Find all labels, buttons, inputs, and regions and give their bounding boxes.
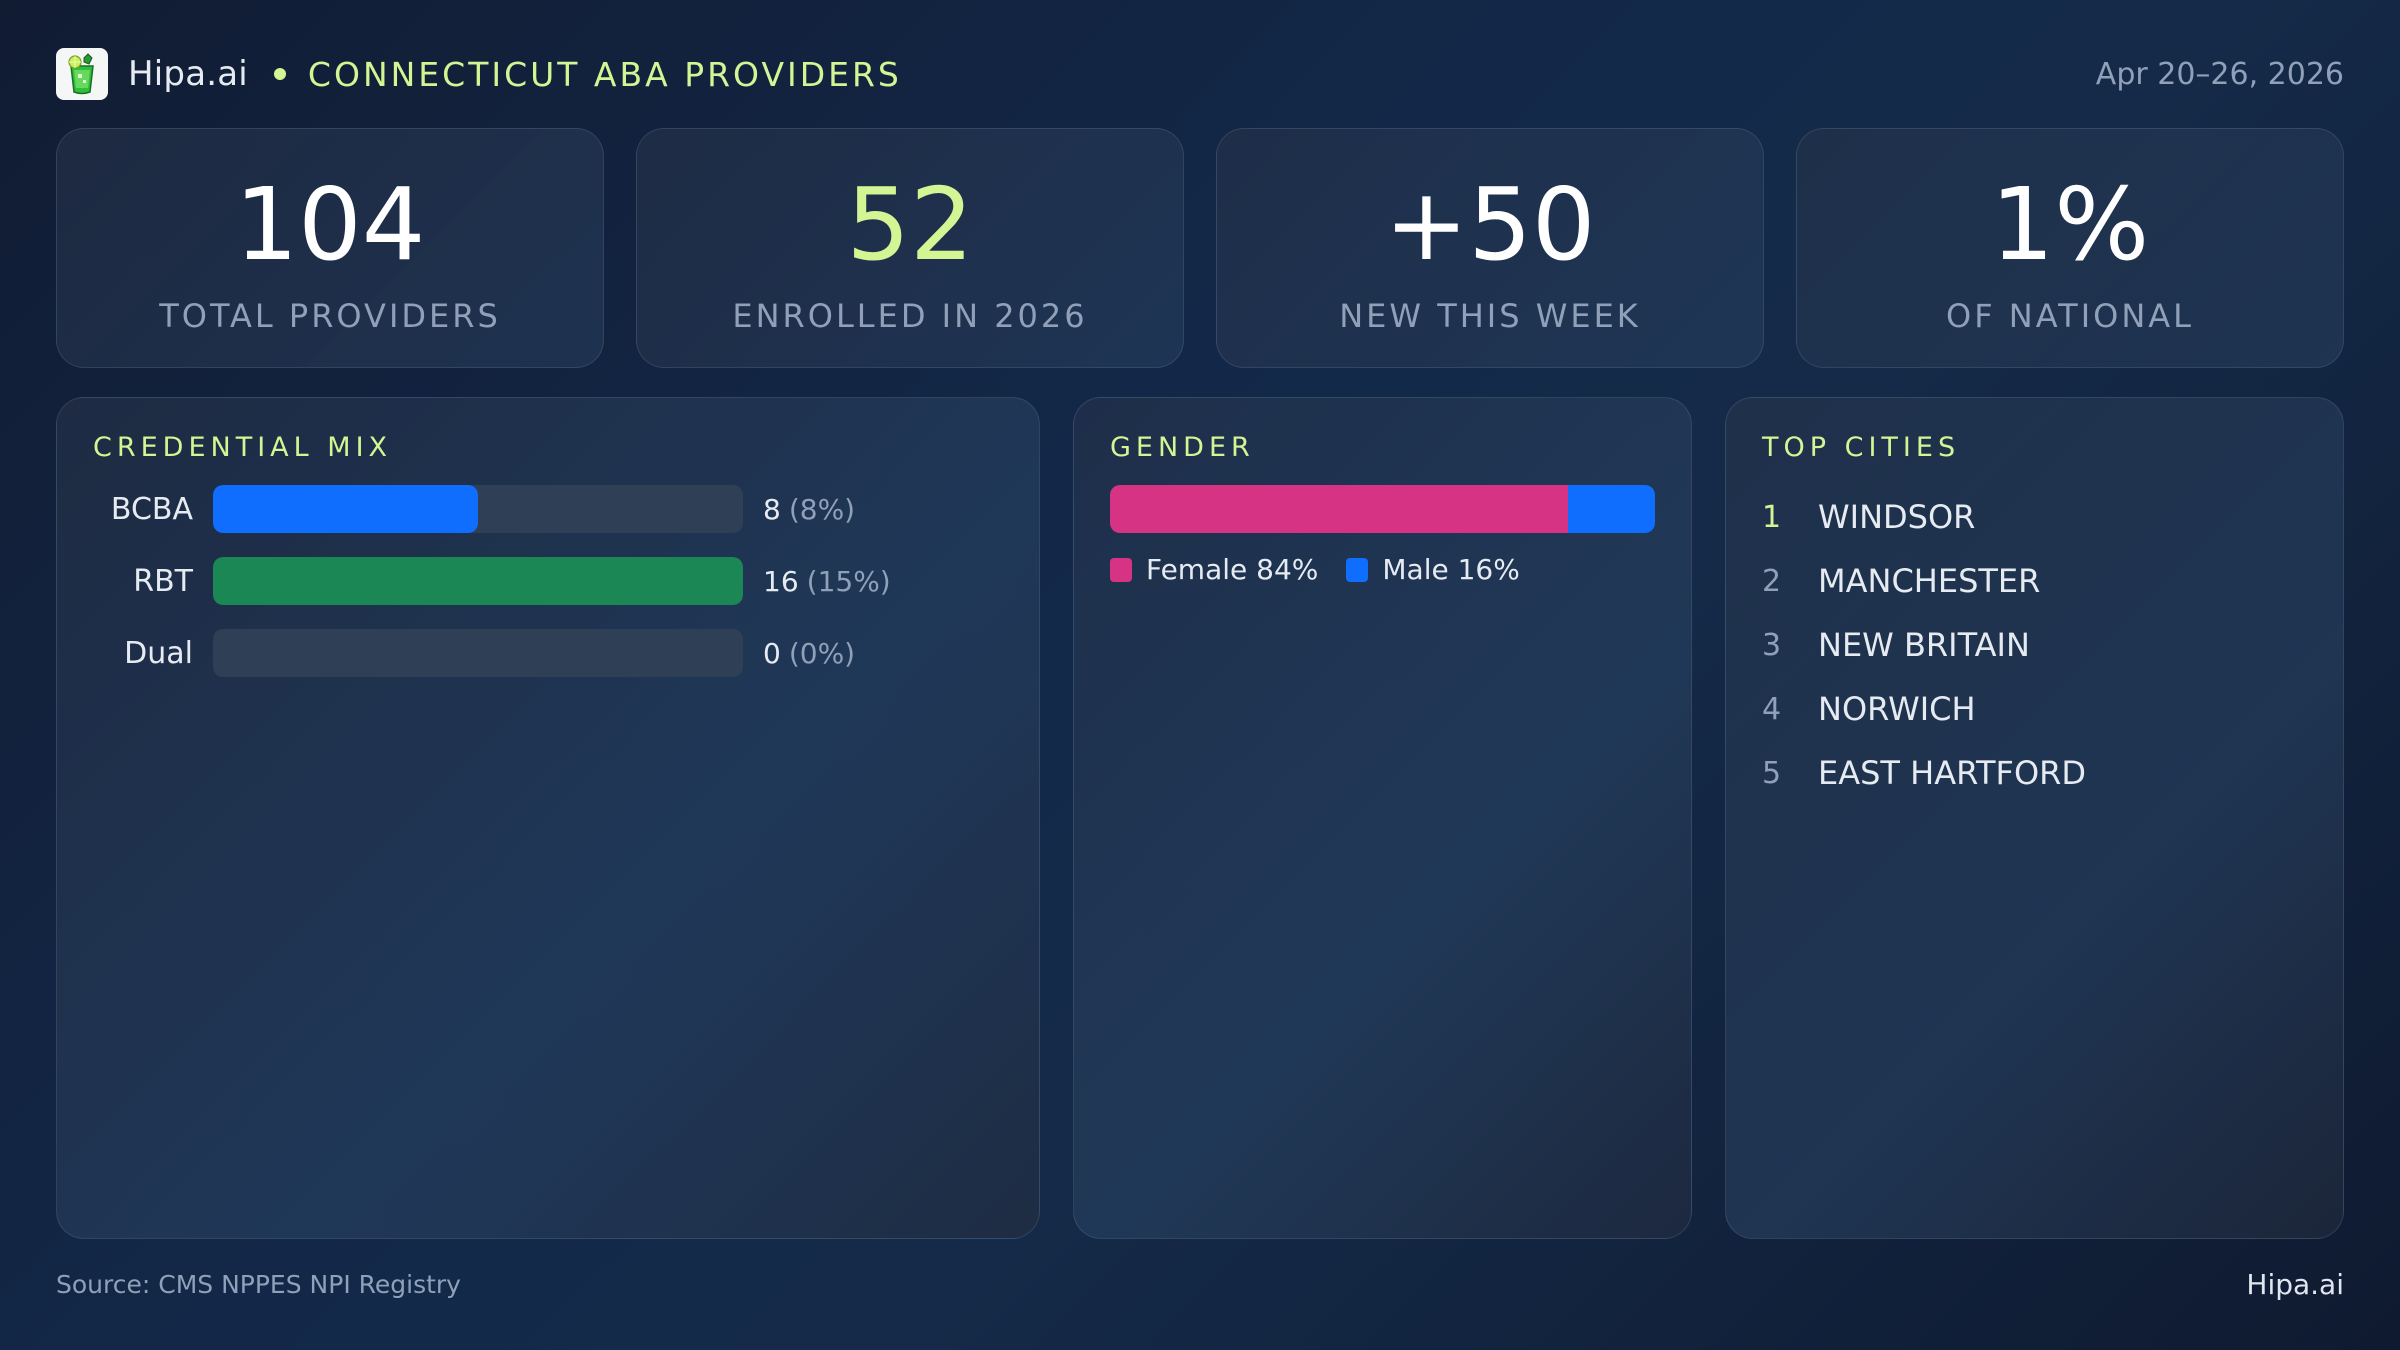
list-item: 2 MANCHESTER (1762, 549, 2307, 613)
legend-label: Female 84% (1146, 553, 1319, 586)
list-item: 4 NORWICH (1762, 677, 2307, 741)
legend-item-male: Male 16% (1346, 553, 1520, 586)
top-cities-panel: TOP CITIES 1 WINDSOR 2 MANCHESTER 3 NEW … (1725, 397, 2344, 1239)
panel-title: GENDER (1110, 432, 1255, 463)
credential-mix-panel: CREDENTIAL MIX BCBA 8 (8%) RBT 16 (15%) Du… (56, 397, 1040, 1239)
kpi-value: 104 (234, 166, 426, 283)
credential-count: 8 (8%) (763, 492, 856, 526)
kpi-card-total-providers: 104 TOTAL PROVIDERS (56, 128, 604, 368)
legend-swatch-icon (1346, 557, 1369, 582)
gender-segment-female (1110, 485, 1568, 533)
kpi-label: NEW THIS WEEK (1339, 297, 1641, 335)
bar-fill (213, 485, 478, 533)
credential-count: 16 (15%) (763, 564, 891, 598)
mojito-glass-icon (56, 48, 108, 100)
title-separator-dot (273, 68, 286, 80)
panel-title: CREDENTIAL MIX (93, 432, 393, 463)
gender-legend: Female 84% Male 16% (1110, 553, 1655, 586)
header: Hipa.ai CONNECTICUT ABA PROVIDERS Apr 20… (56, 47, 2344, 101)
city-name: MANCHESTER (1818, 562, 2041, 600)
source-note: Source: CMS NPPES NPI Registry (56, 1270, 461, 1299)
city-name: EAST HARTFORD (1818, 754, 2087, 792)
credential-row-rbt: RBT 16 (15%) (93, 557, 1003, 605)
kpi-label: ENROLLED IN 2026 (732, 297, 1088, 335)
credential-row-bcba: BCBA 8 (8%) (93, 485, 1003, 533)
city-rank: 1 (1762, 499, 1782, 535)
list-item: 1 WINDSOR (1762, 485, 2307, 549)
credential-label: Dual (124, 635, 193, 671)
kpi-label: OF NATIONAL (1946, 297, 2194, 335)
kpi-value: +50 (1384, 166, 1596, 283)
gender-panel: GENDER Female 84% Male 16% (1073, 397, 1692, 1239)
date-range: Apr 20–26, 2026 (2095, 56, 2344, 92)
list-item: 3 NEW BRITAIN (1762, 613, 2307, 677)
kpi-card-enrolled: 52 ENROLLED IN 2026 (636, 128, 1184, 368)
bar-track (213, 485, 743, 533)
city-name: NEW BRITAIN (1818, 626, 2030, 664)
kpi-row: 104 TOTAL PROVIDERS 52 ENROLLED IN 2026 … (56, 128, 2344, 368)
bar-fill (213, 557, 743, 605)
city-name: WINDSOR (1818, 498, 1976, 536)
bar-track (213, 629, 743, 677)
credential-bar-chart: BCBA 8 (8%) RBT 16 (15%) Dual 0 (0%) (93, 485, 1003, 677)
credential-label: BCBA (110, 491, 193, 527)
gender-segment-male (1567, 485, 1655, 533)
list-item: 5 EAST HARTFORD (1762, 741, 2307, 805)
city-rank: 3 (1762, 627, 1782, 663)
kpi-card-new-this-week: +50 NEW THIS WEEK (1216, 128, 1764, 368)
credential-label: RBT (133, 563, 193, 599)
city-list: 1 WINDSOR 2 MANCHESTER 3 NEW BRITAIN 4 N… (1762, 485, 2307, 805)
city-rank: 4 (1762, 691, 1782, 727)
panel-title: TOP CITIES (1762, 432, 1961, 463)
city-rank: 2 (1762, 563, 1782, 599)
footer-brand: Hipa.ai (2246, 1268, 2344, 1301)
legend-swatch-icon (1110, 557, 1132, 582)
kpi-card-of-national: 1% OF NATIONAL (1796, 128, 2344, 368)
legend-label: Male 16% (1382, 553, 1520, 586)
credential-count: 0 (0%) (763, 636, 856, 670)
page-title: CONNECTICUT ABA PROVIDERS (307, 54, 902, 94)
brand-name: Hipa.ai (128, 54, 248, 94)
kpi-label: TOTAL PROVIDERS (159, 297, 501, 335)
city-rank: 5 (1762, 755, 1782, 791)
bar-track (213, 557, 743, 605)
kpi-value: 1% (1990, 166, 2150, 283)
gender-stacked-bar (1110, 485, 1655, 533)
legend-item-female: Female 84% (1110, 553, 1318, 586)
city-name: NORWICH (1818, 690, 1976, 728)
panel-row: CREDENTIAL MIX BCBA 8 (8%) RBT 16 (15%) Du… (56, 397, 2344, 1239)
credential-row-dual: Dual 0 (0%) (93, 629, 1003, 677)
kpi-value: 52 (846, 166, 974, 283)
